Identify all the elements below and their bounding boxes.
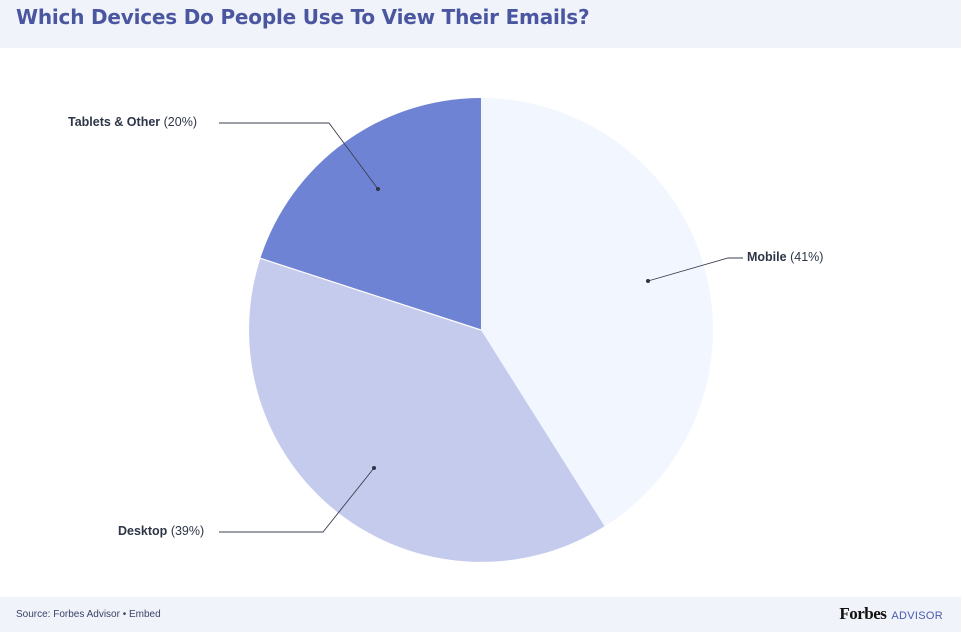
label-mobile-name: Mobile [747, 250, 787, 264]
logo-advisor: ADVISOR [891, 610, 943, 622]
label-mobile-pct: (41%) [790, 250, 824, 264]
label-mobile: Mobile (41%) [747, 250, 823, 264]
label-desktop: Desktop (39%) [118, 524, 204, 538]
chart-header: Which Devices Do People Use To View Thei… [0, 0, 963, 48]
label-tablets-name: Tablets & Other [68, 115, 161, 129]
slice-desktop[interactable] [249, 258, 605, 562]
label-desktop-name: Desktop [118, 524, 168, 538]
source-text[interactable]: Source: Forbes Advisor • Embed [16, 609, 161, 620]
leader-mobile [647, 257, 743, 282]
leader-tablets [219, 122, 379, 190]
logo-forbes: Forbes [839, 604, 887, 623]
chart-footer: Source: Forbes Advisor • Embed Forbes AD… [0, 597, 961, 632]
leader-desktop [219, 467, 375, 533]
slice-tablets[interactable] [260, 98, 481, 330]
forbes-advisor-logo: Forbes ADVISOR [839, 604, 943, 624]
chart-title: Which Devices Do People Use To View Thei… [16, 5, 590, 29]
pie-chart [219, 98, 743, 562]
label-tablets: Tablets & Other (20%) [68, 115, 197, 129]
label-tablets-pct: (20%) [163, 115, 197, 129]
label-desktop-pct: (39%) [170, 524, 205, 538]
slice-mobile[interactable] [481, 98, 713, 527]
